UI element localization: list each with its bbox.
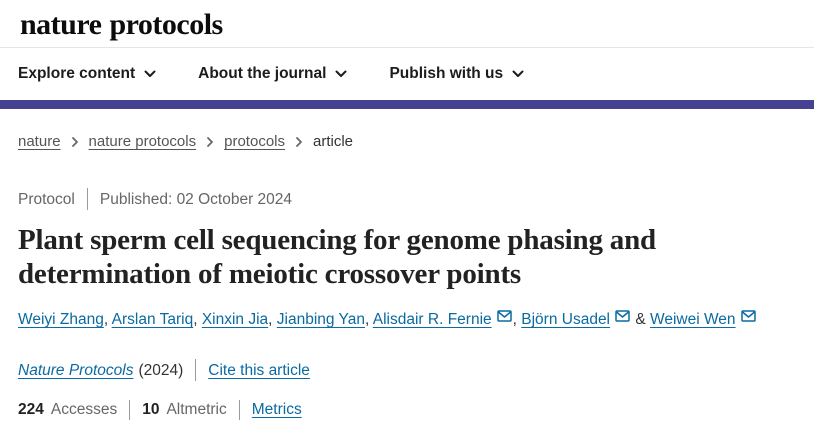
chevron-right-icon: [206, 136, 214, 148]
nav-explore-content[interactable]: Explore content: [18, 65, 156, 83]
metrics-link[interactable]: Metrics: [251, 401, 302, 418]
vertical-divider: [86, 188, 88, 210]
nav-about-the-journal[interactable]: About the journal: [198, 65, 347, 83]
author-link-arslan-tariq[interactable]: Arslan Tariq: [111, 311, 194, 328]
cite-this-article-link[interactable]: Cite this article: [208, 361, 310, 379]
email-envelope-icon[interactable]: [615, 309, 630, 326]
author-link-alisdair-r-fernie[interactable]: Alisdair R. Fernie: [372, 311, 492, 328]
article-type-label: Protocol: [18, 190, 75, 208]
author-separator: ,: [103, 311, 112, 328]
author-separator: ,: [365, 311, 373, 328]
nav-publish-with-us[interactable]: Publish with us: [389, 65, 524, 83]
journal-link[interactable]: Nature Protocols: [18, 361, 134, 379]
journal-logo[interactable]: nature protocols: [20, 8, 223, 41]
chevron-down-icon: [335, 65, 347, 83]
citation-year: (2024): [138, 361, 184, 379]
accesses-label: Accesses: [50, 401, 118, 418]
author-link-bjorn-usadel[interactable]: Björn Usadel: [521, 311, 611, 328]
chevron-down-icon: [144, 65, 156, 83]
nav-publish-with-us-label: Publish with us: [389, 65, 504, 82]
vertical-divider: [195, 359, 197, 381]
article-meta-line: Protocol Published: 02 October 2024: [18, 188, 796, 210]
author-link-weiwei-wen[interactable]: Weiwei Wen: [649, 311, 736, 328]
page-title-line1: Plant sperm cell sequencing for genome p…: [18, 224, 656, 256]
nav-explore-content-label: Explore content: [18, 65, 136, 82]
altmetric-count: 10: [142, 401, 160, 418]
nav-about-the-journal-label: About the journal: [198, 65, 327, 82]
email-envelope-icon[interactable]: [496, 309, 512, 326]
author-link-xinxin-jia[interactable]: Xinxin Jia: [201, 311, 269, 328]
breadcrumb-current-article: article: [313, 133, 354, 150]
altmetric-label: Altmetric: [166, 401, 227, 418]
author-separator-ampersand: &: [631, 311, 650, 328]
author-link-jianbing-yan[interactable]: Jianbing Yan: [276, 311, 365, 328]
author-separator: ,: [512, 311, 522, 328]
breadcrumb-link-nature-protocols[interactable]: nature protocols: [88, 133, 197, 150]
metrics-line: 224 Accesses 10 Altmetric Metrics: [18, 400, 796, 420]
main-nav: Explore content About the journal Publis…: [0, 48, 814, 100]
citation-line: Nature Protocols (2024) Cite this articl…: [18, 359, 796, 381]
chevron-right-icon: [295, 136, 303, 148]
author-separator: ,: [268, 311, 277, 328]
author-link-weiyi-zhang[interactable]: Weiyi Zhang: [18, 311, 104, 328]
vertical-divider: [238, 400, 240, 420]
breadcrumb-link-nature[interactable]: nature: [18, 133, 61, 150]
journal-accent-bar: [0, 100, 814, 109]
accesses-count: 224: [18, 401, 44, 418]
author-separator: ,: [193, 311, 202, 328]
page-title: Plant sperm cell sequencing for genome p…: [18, 223, 778, 291]
breadcrumb-link-protocols[interactable]: protocols: [224, 133, 285, 150]
author-list: Weiyi Zhang, Arslan Tariq, Xinxin Jia, J…: [18, 308, 796, 330]
published-date: Published: 02 October 2024: [99, 190, 293, 208]
page-title-line2: determination of meiotic crossover point…: [18, 258, 521, 290]
chevron-right-icon: [71, 136, 79, 148]
chevron-down-icon: [512, 65, 524, 83]
breadcrumb: nature nature protocols protocols articl…: [18, 133, 796, 151]
masthead: nature protocols: [0, 0, 814, 48]
vertical-divider: [129, 400, 131, 420]
email-envelope-icon[interactable]: [740, 309, 756, 326]
